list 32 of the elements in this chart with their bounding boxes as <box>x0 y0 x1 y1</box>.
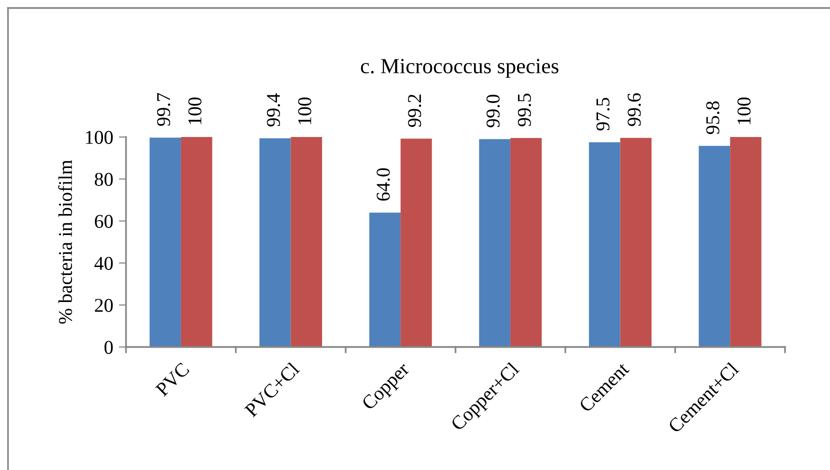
data-label: 99.6 <box>628 93 641 126</box>
data-label: 100 <box>188 97 202 124</box>
data-label: 100 <box>737 97 751 124</box>
data-label: 99.7 <box>157 93 170 126</box>
chart-title: c. Micrococcus species <box>360 58 558 78</box>
bar <box>698 146 730 347</box>
bar <box>479 139 510 347</box>
y-tick-label: 100 <box>86 130 113 144</box>
bar <box>510 138 542 347</box>
y-tick-label: 20 <box>94 298 113 312</box>
data-label: 99.4 <box>266 93 280 127</box>
data-label: 97.5 <box>596 98 610 131</box>
bar <box>180 137 212 347</box>
y-tick-label: 80 <box>94 172 113 186</box>
data-label: 100 <box>298 97 312 124</box>
bar <box>290 137 322 347</box>
data-label: 99.5 <box>518 94 532 126</box>
bar <box>730 137 762 347</box>
y-axis-title: % bacteria in biofilm <box>58 160 72 324</box>
bar <box>150 138 181 347</box>
bar <box>400 138 432 347</box>
bar <box>259 138 291 347</box>
y-tick-label: 0 <box>104 340 113 354</box>
bar <box>588 142 620 347</box>
bar <box>620 138 652 347</box>
data-label: 64.0 <box>376 168 390 201</box>
data-label: 99.2 <box>408 94 422 127</box>
data-label: 95.8 <box>706 101 720 134</box>
bar <box>369 212 401 347</box>
y-tick-label: 40 <box>94 256 113 270</box>
y-tick-label: 60 <box>94 214 113 228</box>
data-label: 99.0 <box>486 94 500 128</box>
